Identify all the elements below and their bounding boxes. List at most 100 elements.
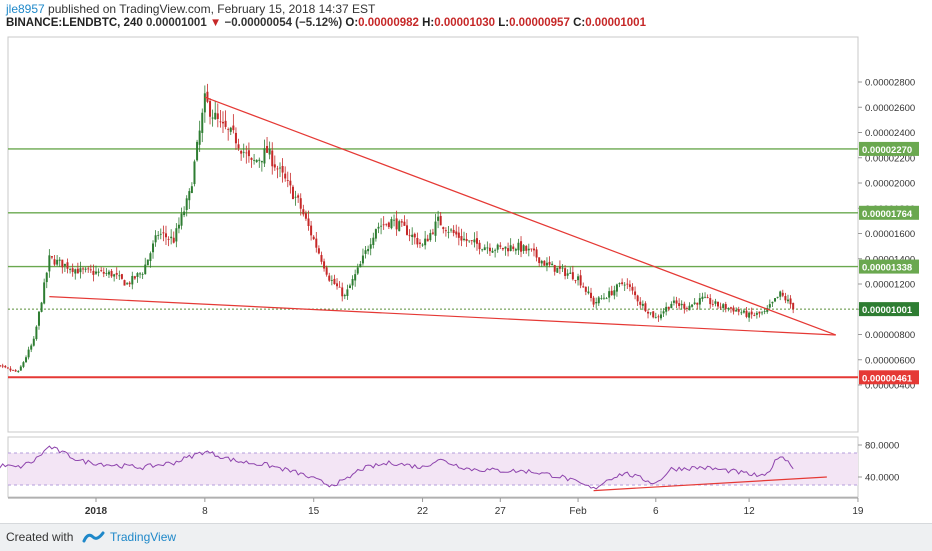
candle-body — [605, 298, 608, 300]
candle-body — [359, 263, 362, 268]
candle-body — [58, 259, 61, 261]
price-chart[interactable]: 0.00002800 0.00002600 0.00002400 0.00002200… — [0, 0, 932, 523]
candle-body — [595, 302, 598, 304]
candle-body — [43, 282, 46, 304]
candle-body — [175, 228, 178, 242]
candle-body — [776, 296, 779, 298]
candle-body — [711, 303, 714, 305]
candle-body — [548, 261, 551, 265]
candle-body — [408, 235, 411, 237]
candle-body — [89, 269, 92, 271]
candle-body — [22, 362, 25, 367]
candle-body — [450, 229, 453, 231]
candle-body — [144, 264, 147, 275]
down-arrow-icon: ▼ — [209, 17, 222, 29]
candle-body — [224, 120, 227, 127]
x-tick-label: 6 — [653, 506, 659, 517]
candle-body — [110, 270, 113, 277]
candle-body — [621, 282, 624, 284]
candle-body — [63, 263, 66, 266]
candle-body — [380, 225, 383, 227]
candle-body — [693, 302, 696, 304]
candle-body — [434, 221, 437, 236]
candle-body — [133, 276, 136, 279]
candle-body — [284, 173, 287, 179]
candle-body — [781, 292, 784, 296]
candle-body — [6, 367, 9, 369]
candle-body — [123, 280, 126, 286]
candle-body — [416, 237, 419, 245]
candle-body — [382, 224, 385, 226]
candle-body — [323, 261, 326, 269]
author-link[interactable]: jle8957 — [6, 2, 45, 16]
candle-body — [478, 242, 481, 250]
candle-body — [206, 91, 209, 102]
level-price-label: 0.00001001 — [862, 305, 913, 316]
footer-bar: Created with TradingView — [0, 523, 932, 551]
candle-body — [141, 274, 144, 275]
candle-body — [729, 307, 732, 309]
candle-body — [27, 349, 30, 358]
x-tick-label: Feb — [569, 506, 587, 517]
candle-body — [136, 273, 139, 277]
candle-body — [496, 244, 499, 250]
tradingview-brand-link[interactable]: TradingView — [110, 530, 177, 544]
level-price-label: 0.00002270 — [862, 145, 912, 156]
candle-body — [714, 301, 717, 304]
candle-body — [779, 291, 782, 297]
candle-body — [32, 338, 35, 346]
candle-body — [411, 234, 414, 238]
rsi-trendline — [593, 476, 827, 492]
candle-body — [494, 249, 497, 251]
candle-body — [17, 371, 20, 373]
candle-body — [499, 245, 502, 247]
level-price-tag — [859, 302, 919, 317]
candle-body — [37, 311, 40, 326]
rsi-tick-label: 40.0000 — [865, 473, 899, 484]
candle-body — [592, 297, 595, 305]
candle-body — [608, 291, 611, 298]
candle-body — [118, 275, 121, 277]
candle-body — [377, 226, 380, 229]
level-price-tag — [859, 370, 919, 385]
candle-body — [685, 308, 688, 309]
candle-body — [61, 259, 64, 268]
candle-body — [320, 255, 323, 262]
candle-body — [325, 267, 328, 275]
candle-body — [190, 186, 193, 193]
candle-body — [792, 303, 795, 310]
candle-body — [431, 232, 434, 234]
candle-body — [387, 222, 390, 227]
candle-body — [19, 366, 22, 371]
candle-body — [276, 168, 279, 170]
candle-body — [527, 248, 530, 251]
candle-body — [688, 305, 691, 311]
candle-body — [520, 241, 523, 252]
candle-body — [649, 312, 652, 314]
candle-body — [273, 164, 276, 168]
candle-body — [724, 304, 727, 309]
candle-body — [789, 298, 792, 305]
candle-body — [214, 112, 217, 120]
candle-body — [732, 307, 735, 312]
candle-body — [76, 268, 79, 274]
candle-body — [400, 221, 403, 223]
candle-body — [473, 239, 476, 243]
candle-body — [491, 250, 494, 253]
price-pane-frame — [7, 36, 859, 433]
candle-body — [30, 345, 33, 350]
candle-body — [159, 233, 162, 235]
y-tick-label: 0.00002200 — [865, 153, 915, 164]
candle-body — [232, 125, 235, 131]
candle-body — [475, 238, 478, 244]
candle-body — [95, 271, 97, 274]
x-tick-label: 27 — [495, 506, 507, 517]
candle-body — [105, 272, 108, 274]
candle-body — [545, 262, 548, 266]
candle-body — [107, 271, 110, 275]
candle-body — [185, 198, 188, 211]
candle-body — [102, 271, 105, 274]
candle-body — [447, 231, 450, 233]
candle-body — [258, 159, 261, 161]
candle-body — [1, 365, 4, 367]
